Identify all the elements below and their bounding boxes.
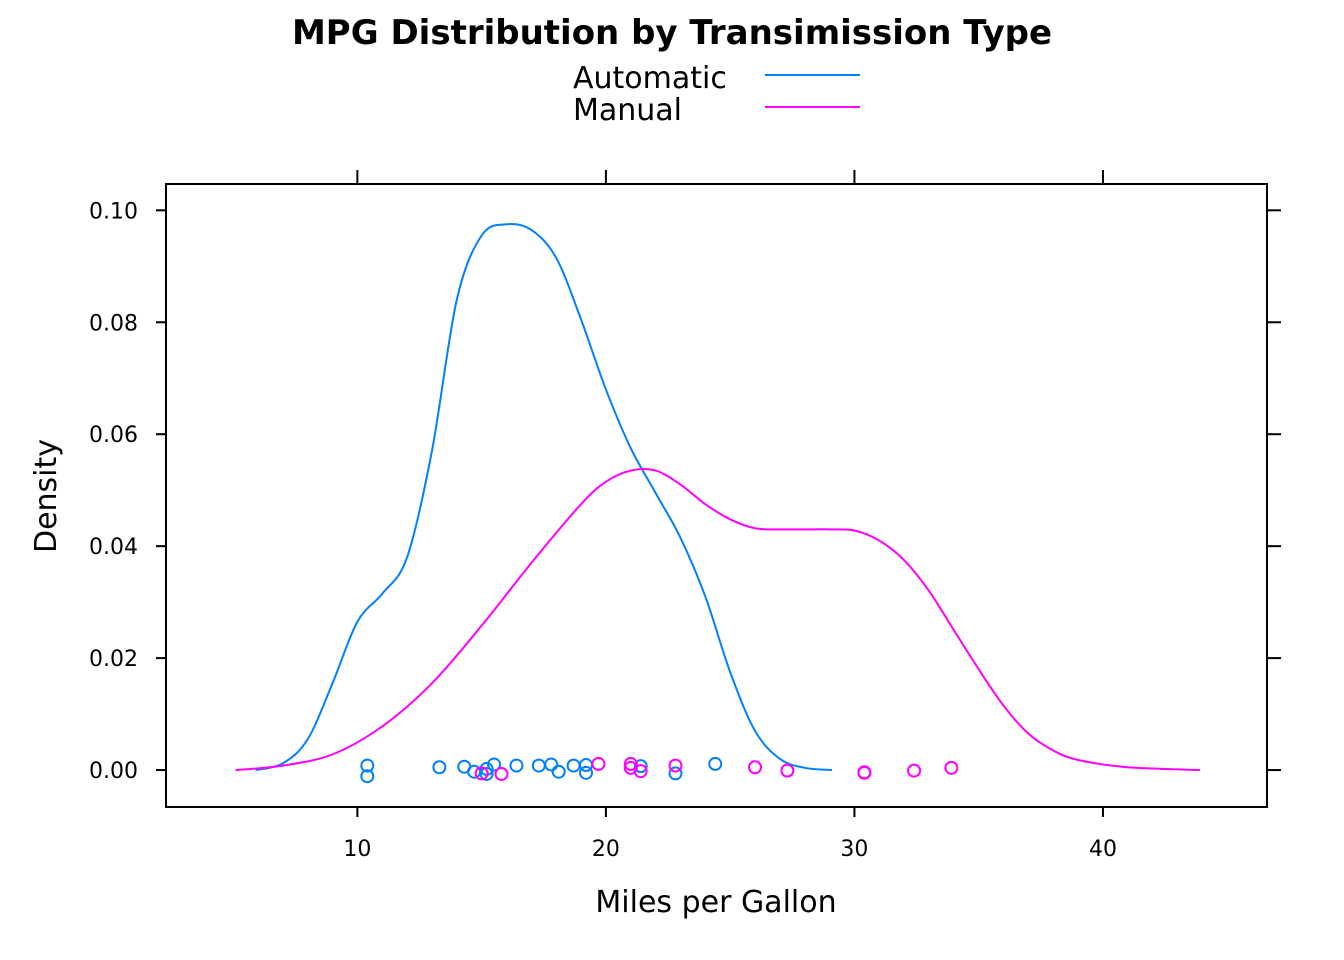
legend: Automatic Manual xyxy=(573,61,860,128)
data-point-manual xyxy=(494,766,509,781)
data-point-manual xyxy=(748,760,763,775)
density-line-automatic xyxy=(255,222,833,772)
y-tick-label: 0.10 xyxy=(89,199,138,224)
legend-label-automatic: Automatic xyxy=(573,61,727,96)
data-point-automatic xyxy=(668,766,683,781)
y-axis-title: Density xyxy=(29,439,64,553)
plot-area xyxy=(235,222,1200,784)
data-point-automatic xyxy=(360,769,375,784)
data-point-manual xyxy=(944,760,959,775)
y-tick-label: 0.08 xyxy=(89,311,138,336)
data-point-manual xyxy=(623,756,638,771)
x-axis: 10 20 30 40 xyxy=(343,170,1117,862)
y-tick-label: 0.00 xyxy=(89,759,138,784)
data-point-automatic xyxy=(432,760,447,775)
data-point-manual xyxy=(907,763,922,778)
data-point-automatic xyxy=(566,758,581,773)
data-point-automatic xyxy=(544,757,559,772)
density-line-manual xyxy=(235,468,1200,772)
x-axis-title: Miles per Gallon xyxy=(595,885,836,920)
plot-frame xyxy=(165,183,1268,808)
x-tick-label: 10 xyxy=(343,837,371,862)
data-point-manual xyxy=(857,765,872,780)
data-point-automatic xyxy=(708,756,723,771)
data-point-automatic xyxy=(479,766,494,781)
data-point-manual xyxy=(668,758,683,773)
x-tick-label: 30 xyxy=(840,837,868,862)
y-tick-label: 0.06 xyxy=(89,423,138,448)
data-point-automatic xyxy=(509,758,524,773)
y-axis: 0.00 0.02 0.04 0.06 0.08 0.10 xyxy=(89,199,1281,784)
data-point-manual xyxy=(474,766,489,781)
data-point-automatic xyxy=(579,765,594,780)
data-point-automatic xyxy=(360,758,375,773)
x-tick-label: 40 xyxy=(1089,837,1117,862)
data-point-manual xyxy=(633,764,648,779)
y-tick-label: 0.04 xyxy=(89,535,138,560)
chart-title: MPG Distribution by Transimission Type xyxy=(292,13,1052,53)
data-point-automatic xyxy=(551,764,566,779)
data-point-automatic xyxy=(531,758,546,773)
data-point-automatic xyxy=(487,757,502,772)
data-point-manual xyxy=(780,763,795,778)
legend-label-manual: Manual xyxy=(573,93,682,128)
data-point-automatic xyxy=(633,759,648,774)
x-tick-label: 20 xyxy=(592,837,620,862)
data-point-manual xyxy=(591,756,606,771)
y-tick-label: 0.02 xyxy=(89,647,138,672)
